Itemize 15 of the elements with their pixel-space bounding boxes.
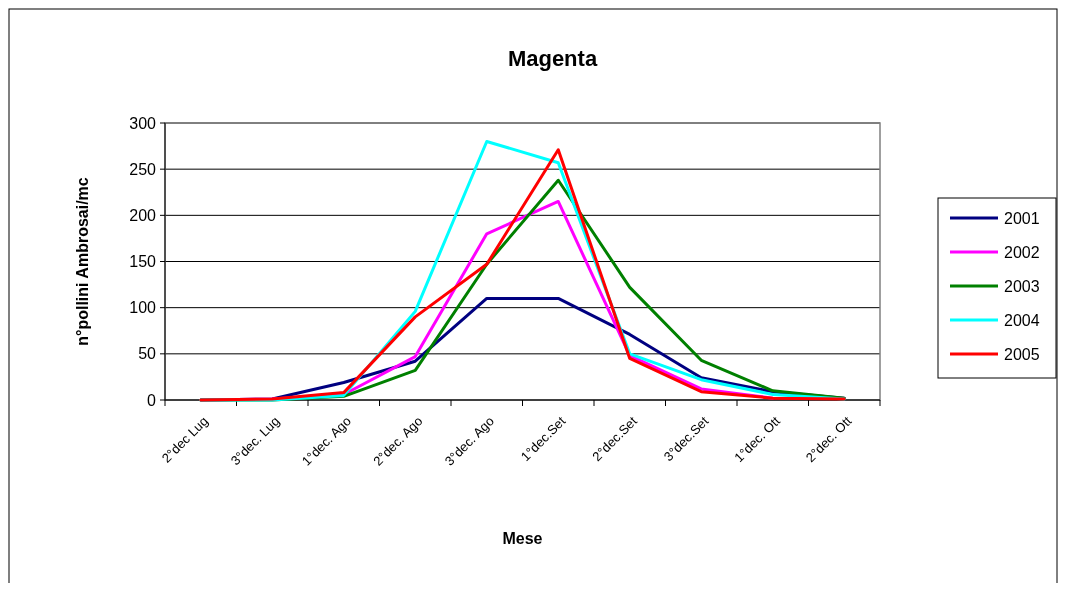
y-tick-label: 0 bbox=[147, 391, 157, 409]
legend-label: 2003 bbox=[1004, 277, 1040, 295]
legend-label: 2002 bbox=[1004, 243, 1040, 261]
y-tick-label: 200 bbox=[129, 206, 157, 224]
x-axis-title: Mese bbox=[502, 530, 543, 547]
legend-label: 2005 bbox=[1004, 345, 1040, 363]
y-tick-label: 50 bbox=[138, 345, 157, 363]
y-tick-label: 300 bbox=[129, 114, 157, 132]
legend-label: 2001 bbox=[1004, 209, 1040, 227]
chart-title: Magenta bbox=[507, 46, 598, 71]
legend-label: 2004 bbox=[1004, 311, 1040, 329]
y-axis-title: n°pollini Ambrosai/mc bbox=[74, 177, 91, 346]
y-tick-label: 150 bbox=[129, 253, 157, 271]
y-tick-label: 100 bbox=[129, 299, 157, 317]
y-tick-label: 250 bbox=[129, 160, 157, 178]
